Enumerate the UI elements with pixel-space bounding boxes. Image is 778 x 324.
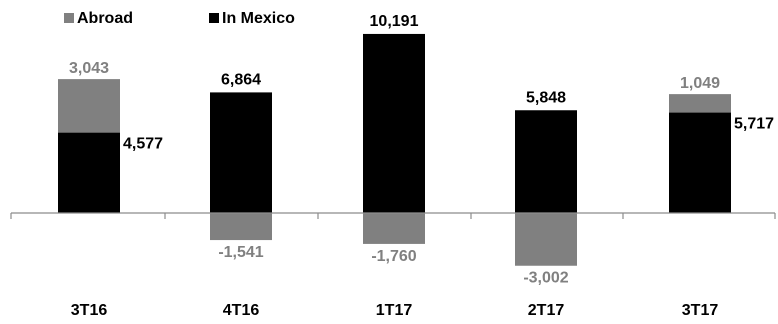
data-label-abroad-2T17: -3,002 <box>523 270 568 287</box>
category-label-3T16: 3T16 <box>71 302 108 319</box>
bar-in-mexico-3T16 <box>58 132 120 213</box>
bar-in-mexico-4T16 <box>210 92 272 213</box>
bar-in-mexico-3T17 <box>669 112 731 213</box>
category-label-3T17: 3T17 <box>682 302 719 319</box>
legend: Abroad In Mexico <box>64 10 295 27</box>
legend-swatch-abroad <box>64 13 74 23</box>
bar-abroad-4T16 <box>210 213 272 241</box>
bar-abroad-3T17 <box>669 94 731 113</box>
bar-abroad-2T17 <box>515 213 577 266</box>
data-label-abroad-4T16: -1,541 <box>218 244 263 261</box>
category-label-4T16: 4T16 <box>223 302 260 319</box>
data-label-abroad-1T17: -1,760 <box>371 248 416 265</box>
data-label-abroad-3T17: 1,049 <box>680 75 720 92</box>
legend-swatch-in-mexico <box>209 13 219 23</box>
data-labels: 3,043 4,577 -1,541 6,864 -1,760 10,191 -3,002 5… <box>69 13 774 287</box>
category-label-1T17: 1T17 <box>376 302 413 319</box>
x-axis <box>10 212 776 219</box>
data-label-abroad-3T16: 3,043 <box>69 60 109 77</box>
category-labels: 3T16 4T16 1T17 2T17 3T17 <box>71 302 719 319</box>
legend-label-abroad: Abroad <box>77 10 133 27</box>
data-label-in-mexico-4T16: 6,864 <box>221 71 261 88</box>
data-label-in-mexico-2T17: 5,848 <box>526 89 566 106</box>
bar-in-mexico-2T17 <box>515 110 577 213</box>
data-label-in-mexico-1T17: 10,191 <box>370 13 419 30</box>
data-label-in-mexico-3T16: 4,577 <box>123 136 163 153</box>
category-label-2T17: 2T17 <box>528 302 565 319</box>
bar-abroad-3T16 <box>58 79 120 133</box>
data-label-in-mexico-3T17: 5,717 <box>734 116 774 133</box>
bars <box>58 33 731 266</box>
legend-label-in-mexico: In Mexico <box>222 10 295 27</box>
bar-abroad-1T17 <box>363 213 425 244</box>
bar-in-mexico-1T17 <box>363 33 425 214</box>
